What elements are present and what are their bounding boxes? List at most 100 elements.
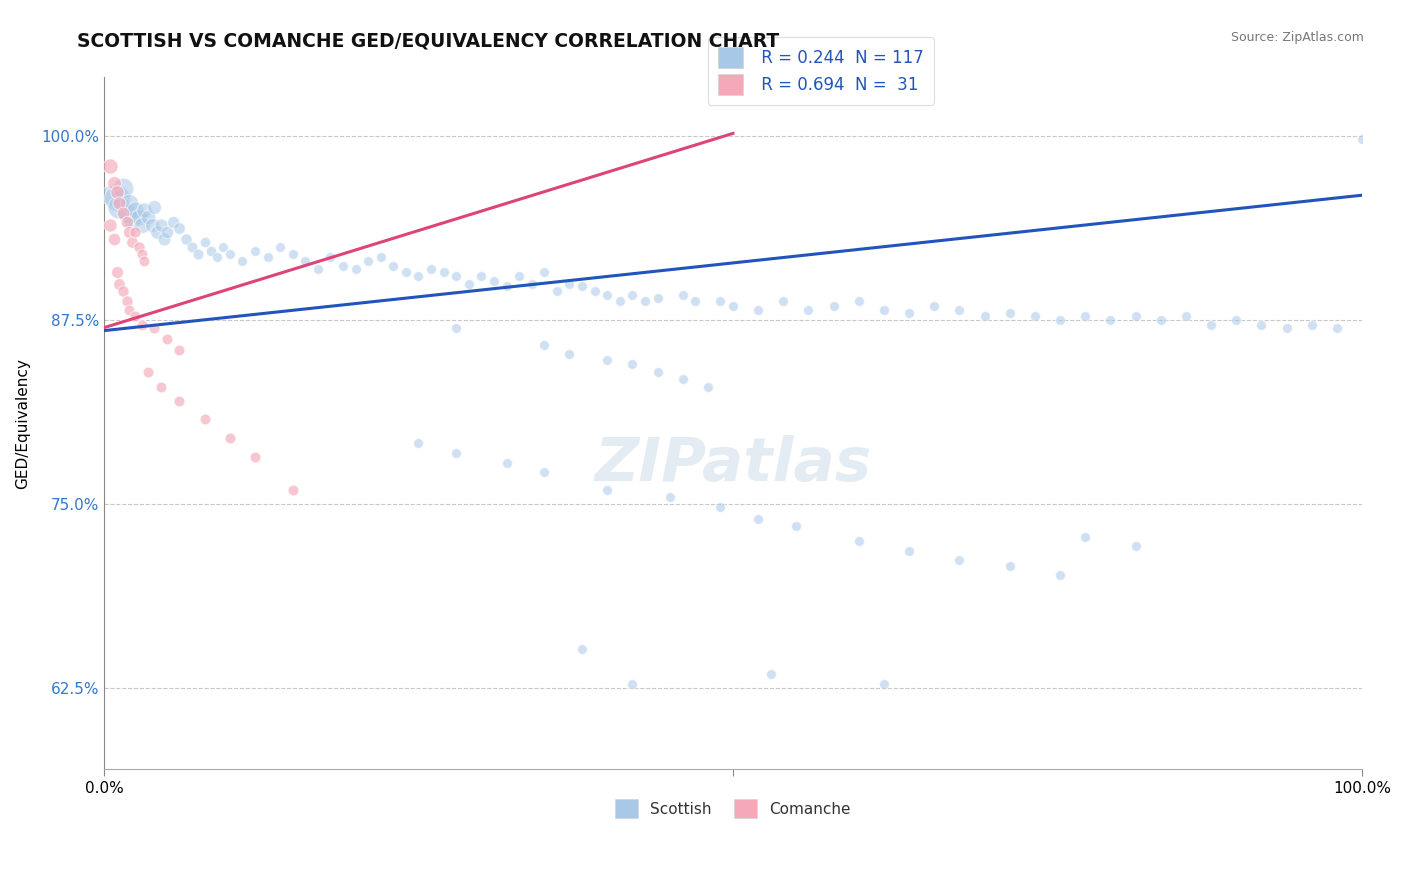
Point xyxy=(108,277,131,291)
Text: Source: ZipAtlas.com: Source: ZipAtlas.com xyxy=(1230,31,1364,45)
Point xyxy=(370,250,392,264)
Point xyxy=(124,309,146,323)
Point xyxy=(121,235,143,250)
Point xyxy=(1225,313,1247,327)
Point xyxy=(520,277,543,291)
Point xyxy=(131,218,153,232)
Point xyxy=(1074,309,1097,323)
Point xyxy=(149,379,172,393)
Point xyxy=(382,259,405,273)
Point xyxy=(395,265,418,279)
Point xyxy=(281,483,304,497)
Point xyxy=(973,309,995,323)
Point xyxy=(212,240,235,254)
Point xyxy=(672,372,695,386)
Point xyxy=(1074,530,1097,544)
Point xyxy=(134,202,156,217)
Point xyxy=(269,240,291,254)
Y-axis label: GED/Equivalency: GED/Equivalency xyxy=(15,358,30,489)
Point xyxy=(998,306,1021,320)
Point xyxy=(797,303,820,318)
Point xyxy=(111,206,134,220)
Point xyxy=(105,265,128,279)
Point xyxy=(128,211,150,225)
Point xyxy=(1125,539,1147,553)
Point xyxy=(470,269,492,284)
Point xyxy=(136,365,159,379)
Text: ZIPatlas: ZIPatlas xyxy=(595,435,872,494)
Point xyxy=(444,446,467,460)
Point xyxy=(785,519,807,533)
Point xyxy=(948,303,970,318)
Point xyxy=(103,177,125,191)
Point xyxy=(108,200,131,214)
Legend: Scottish, Comanche: Scottish, Comanche xyxy=(609,793,858,824)
Point xyxy=(231,254,253,268)
Point xyxy=(162,215,184,229)
Point xyxy=(1250,318,1272,332)
Point xyxy=(873,677,896,691)
Point xyxy=(98,218,121,232)
Point xyxy=(149,218,172,232)
Point xyxy=(571,279,593,293)
Point xyxy=(558,347,581,361)
Point xyxy=(609,294,631,309)
Point xyxy=(873,303,896,318)
Point xyxy=(256,250,278,264)
Point xyxy=(433,265,456,279)
Point xyxy=(115,294,138,309)
Point xyxy=(533,338,555,352)
Point xyxy=(709,500,731,515)
Point xyxy=(281,247,304,261)
Point xyxy=(1049,313,1071,327)
Point xyxy=(495,279,517,293)
Point xyxy=(143,320,166,334)
Point xyxy=(1275,320,1298,334)
Point xyxy=(111,181,134,195)
Point xyxy=(243,450,266,465)
Point xyxy=(136,211,159,225)
Point xyxy=(103,232,125,246)
Point xyxy=(115,215,138,229)
Point xyxy=(243,244,266,259)
Point xyxy=(169,343,191,357)
Point xyxy=(482,274,505,288)
Point xyxy=(533,465,555,479)
Point xyxy=(683,294,706,309)
Point xyxy=(747,512,769,526)
Point xyxy=(1024,309,1046,323)
Point xyxy=(659,490,682,504)
Point xyxy=(558,277,581,291)
Point xyxy=(546,284,568,298)
Point xyxy=(621,677,644,691)
Point xyxy=(444,320,467,334)
Point xyxy=(205,250,228,264)
Text: SCOTTISH VS COMANCHE GED/EQUIVALENCY CORRELATION CHART: SCOTTISH VS COMANCHE GED/EQUIVALENCY COR… xyxy=(77,31,779,50)
Point xyxy=(134,254,156,268)
Point xyxy=(194,412,217,426)
Point xyxy=(141,218,163,232)
Point xyxy=(647,291,669,305)
Point xyxy=(848,534,870,549)
Point xyxy=(848,294,870,309)
Point xyxy=(128,240,150,254)
Point xyxy=(898,544,921,558)
Point xyxy=(332,259,354,273)
Point xyxy=(709,294,731,309)
Point xyxy=(759,666,782,681)
Point xyxy=(596,353,619,368)
Point xyxy=(408,435,430,450)
Point xyxy=(672,288,695,302)
Point xyxy=(444,269,467,284)
Point xyxy=(118,303,141,318)
Point xyxy=(98,159,121,173)
Point xyxy=(111,284,134,298)
Point xyxy=(583,284,606,298)
Point xyxy=(1049,568,1071,582)
Point xyxy=(143,200,166,214)
Point xyxy=(747,303,769,318)
Point xyxy=(307,261,329,276)
Point xyxy=(634,294,657,309)
Point xyxy=(344,261,367,276)
Point xyxy=(1099,313,1122,327)
